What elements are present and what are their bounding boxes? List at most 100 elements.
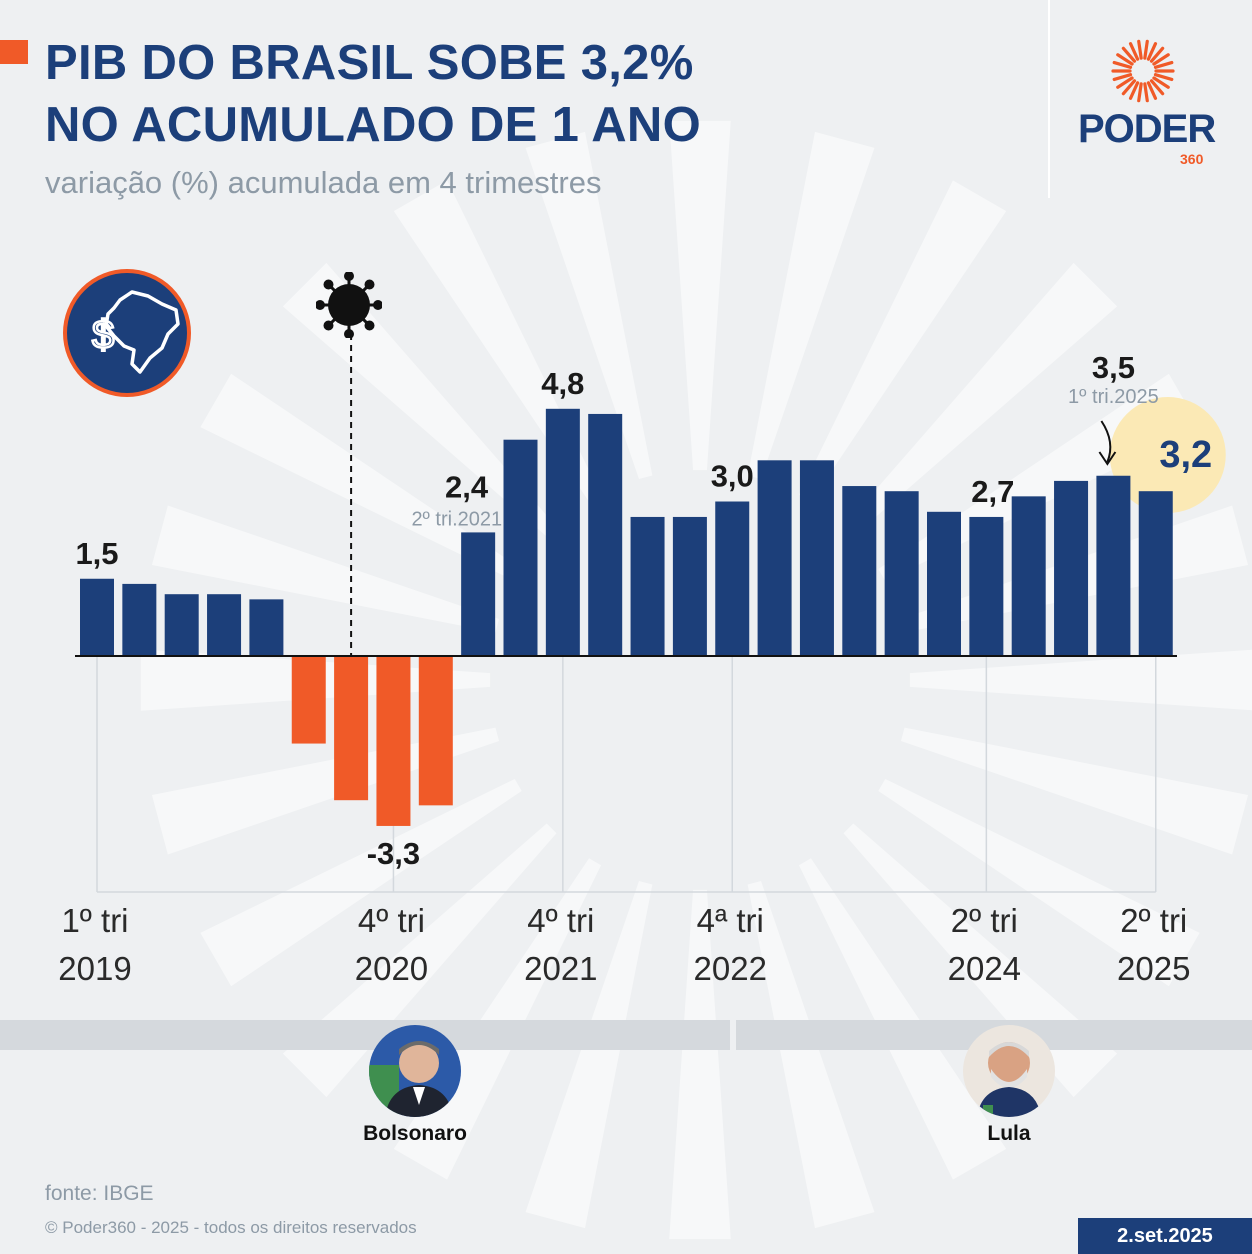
virus-spike-tip (373, 300, 382, 310)
x-axis-label: 4ª tri (697, 902, 764, 939)
x-axis-year: 2021 (524, 950, 597, 987)
bar (249, 599, 284, 656)
bar (503, 439, 538, 656)
x-axis-label: 4º tri (358, 902, 425, 939)
sun-rays-icon (1111, 39, 1175, 103)
data-label: 1,5 (75, 536, 118, 571)
sun-ray (1143, 39, 1149, 60)
sun-ray (1149, 46, 1165, 63)
virus-icon (316, 272, 382, 338)
virus-spike-tip (323, 320, 334, 331)
bar (672, 516, 707, 656)
sun-ray (1153, 60, 1174, 69)
sun-ray (1128, 42, 1140, 61)
data-label: -3,3 (367, 836, 420, 871)
sun-ray (1153, 73, 1174, 82)
title-line-1: PIB DO BRASIL SOBE 3,2% (45, 36, 694, 90)
bar (291, 656, 326, 744)
background-ray (878, 778, 1200, 987)
background-ray (747, 131, 875, 480)
bar (842, 486, 877, 656)
data-label: 2,4 (445, 469, 489, 504)
background-ray (747, 880, 875, 1229)
sun-ray (1149, 79, 1165, 96)
bar (927, 511, 961, 656)
sun-ray (1116, 53, 1134, 66)
x-axis-year: 2020 (355, 950, 428, 987)
poder360-logo: PODER 360 (1070, 35, 1220, 170)
virus-spike-tip (344, 272, 354, 281)
bar (207, 594, 242, 656)
bar (80, 578, 114, 656)
sun-ray (1112, 73, 1133, 82)
x-axis-year: 2022 (694, 950, 767, 987)
bar (461, 532, 496, 656)
background-ray (669, 889, 731, 1240)
logo-word: PODER (1078, 107, 1216, 151)
bar (1096, 475, 1131, 656)
highlight-circle (1109, 397, 1226, 513)
data-label-note: 2º tri.2021 (411, 508, 502, 530)
bar (545, 408, 580, 656)
bar (334, 656, 369, 801)
bar (588, 413, 623, 656)
background-ray (151, 727, 500, 855)
background-ray (909, 649, 1252, 711)
background-ray (200, 778, 522, 987)
background-ray (900, 727, 1249, 855)
sun-ray (1137, 82, 1143, 103)
background-ray (798, 180, 1007, 502)
logo-number: 360 (1180, 151, 1204, 167)
x-axis-label: 1º tri (61, 902, 128, 939)
background-ray (843, 262, 1118, 537)
sun-ray (1128, 81, 1140, 100)
background-ray (669, 120, 731, 471)
virus-spike-tip (323, 279, 334, 290)
background-ray (200, 373, 522, 582)
virus-spike-tip (364, 320, 375, 331)
lula-name: Lula (987, 1122, 1031, 1145)
bolsonaro-avatar (369, 1025, 461, 1117)
x-axis-year: 2025 (1117, 950, 1190, 987)
data-label: 4,8 (541, 366, 584, 401)
gdp-bar-chart: 1,5 -3,3 2,4 2º tri.2021 4,8 3,0 2,7 3,51º tri.… (58, 334, 1226, 987)
note-arrow (1100, 420, 1112, 463)
sun-ray (1146, 81, 1158, 100)
bar (969, 516, 1004, 656)
sun-ray (1121, 79, 1137, 96)
title-line-2: NO ACUMULADO DE 1 ANO (45, 98, 702, 152)
sun-ray (1152, 76, 1170, 89)
lula-avatar (963, 1025, 1055, 1117)
bar (418, 656, 453, 806)
x-axis-year: 2019 (58, 950, 131, 987)
bar (757, 460, 792, 656)
sun-ray (1143, 82, 1149, 103)
sun-ray (1121, 46, 1137, 63)
bar (1011, 496, 1046, 656)
background-ray (525, 131, 653, 480)
bar (164, 594, 199, 656)
sun-ray (1116, 76, 1134, 89)
virus-spike-tip (316, 300, 325, 310)
x-axis-label: 2º tri (951, 902, 1018, 939)
accent-square (0, 40, 28, 64)
data-label: 3,0 (711, 459, 754, 494)
note-arrow-head (1098, 451, 1117, 466)
bolsonaro-term-strip (0, 1020, 730, 1050)
logo-divider (1048, 0, 1050, 198)
data-label: 3,5 (1092, 350, 1135, 385)
svg-text:$: $ (92, 313, 114, 357)
background-ray (151, 505, 500, 633)
virus-spike-tip (364, 279, 375, 290)
bar (376, 656, 411, 826)
source-note: fonte: IBGE (45, 1182, 154, 1205)
sun-ray (1112, 60, 1133, 69)
sun-ray (1137, 39, 1143, 60)
brazil-map-dollar-icon: $ (63, 269, 191, 397)
date-badge: 2.set.2025 (1078, 1218, 1252, 1254)
sun-ray (1146, 42, 1158, 61)
data-label-note: 1º tri.2025 (1068, 386, 1159, 408)
bar (884, 491, 919, 656)
data-label: 3,2 (1159, 434, 1212, 476)
bar (799, 460, 834, 656)
